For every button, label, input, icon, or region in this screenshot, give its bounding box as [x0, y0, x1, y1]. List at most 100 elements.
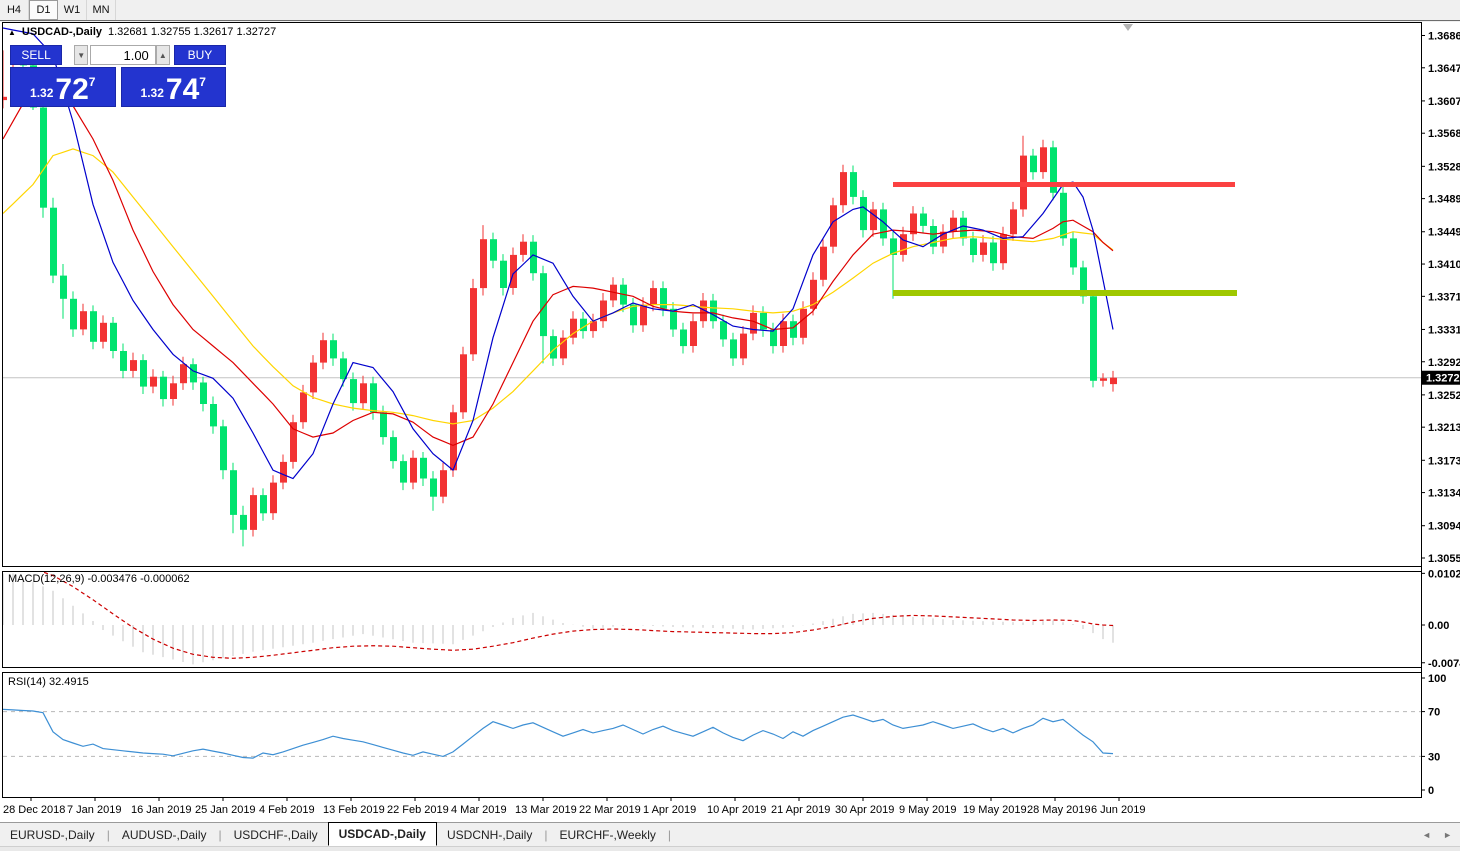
candle-body: [580, 318, 587, 332]
time-axis-label: 9 May 2019: [899, 804, 956, 816]
tab-scroll-left-icon[interactable]: ◄: [1422, 829, 1432, 840]
candle-body: [750, 312, 757, 334]
candle-body: [380, 412, 387, 438]
rsi-line: [3, 708, 1114, 759]
macd-panel[interactable]: [2, 571, 1422, 668]
candle-body: [150, 376, 157, 387]
candle-body: [530, 241, 537, 274]
candle-body: [110, 322, 117, 351]
candle-body: [500, 260, 507, 288]
candle-body: [100, 322, 107, 342]
rsi-indicator-label: RSI(14) 32.4915: [8, 676, 89, 688]
candle-body: [420, 457, 427, 479]
candle-body: [720, 321, 727, 340]
candle-body: [60, 275, 67, 299]
time-axis-label: 22 Mar 2019: [579, 804, 641, 816]
tab-eurusd-daily[interactable]: EURUSD-,Daily: [10, 827, 95, 842]
candle-body: [940, 231, 947, 247]
ma-fast-blue-line: [3, 27, 1114, 480]
chart-ohlc-readout: 1.32681 1.32755 1.32617 1.32727: [108, 26, 277, 38]
macd-indicator-label: MACD(12,26,9) -0.003476 -0.000062: [8, 573, 190, 585]
sell-price-prefix: 1.32: [30, 86, 54, 100]
tab-scrollers: ◄ ►: [1422, 830, 1452, 840]
candle-body: [470, 288, 477, 355]
volume-decrease-icon[interactable]: ▼: [74, 45, 89, 65]
time-axis-label: 28 Dec 2018: [3, 804, 65, 816]
candle-body: [170, 383, 177, 399]
timeframe-button-w1[interactable]: W1: [58, 0, 87, 20]
candle-body: [840, 172, 847, 206]
timeframe-button-mn[interactable]: MN: [87, 0, 116, 20]
candle-body: [590, 321, 597, 332]
candle-body: [120, 351, 127, 371]
sell-quote-button[interactable]: 1.32 72 7: [10, 67, 116, 107]
candle-body: [990, 242, 997, 264]
price-axis-label: 1.31730: [1428, 455, 1460, 467]
candle-body: [300, 392, 307, 423]
macd-axis-label: 0.00: [1428, 620, 1449, 632]
candle-body: [450, 412, 457, 471]
volume-input[interactable]: 1.00: [90, 45, 156, 65]
tab-separator: |: [667, 827, 672, 842]
time-axis-label: 25 Jan 2019: [195, 804, 256, 816]
tab-audusd-daily[interactable]: AUDUSD-,Daily: [121, 827, 207, 842]
time-axis-label: 16 Jan 2019: [131, 804, 192, 816]
buy-quote-button[interactable]: 1.32 74 7: [120, 67, 226, 107]
tab-scroll-right-icon[interactable]: ►: [1443, 829, 1452, 840]
rsi-panel[interactable]: [2, 672, 1422, 798]
candle-body: [930, 226, 937, 247]
collapse-triangle-icon[interactable]: ▲: [8, 27, 16, 37]
timeframe-button-d1[interactable]: D1: [29, 0, 58, 20]
candle-body: [520, 241, 527, 255]
candle-body: [630, 304, 637, 326]
candle-body: [50, 207, 57, 276]
tab-eurchf-weekly[interactable]: EURCHF-,Weekly: [559, 827, 656, 842]
candle-body: [800, 308, 807, 338]
time-axis-label: 19 May 2019: [963, 804, 1027, 816]
candle-body: [710, 300, 717, 322]
candle-body: [860, 197, 867, 231]
price-axis-label: 1.30940: [1428, 521, 1460, 533]
candle-body: [540, 273, 547, 337]
price-axis-label: 1.35680: [1428, 128, 1460, 140]
candle-body: [210, 404, 217, 427]
candle-body: [400, 461, 407, 483]
price-axis-label: 1.32130: [1428, 422, 1460, 434]
price-axis-label: 1.33310: [1428, 324, 1460, 336]
tab-usdcnh-daily[interactable]: USDCNH-,Daily: [446, 827, 533, 842]
candle-body: [310, 362, 317, 393]
time-axis-label: 22 Feb 2019: [387, 804, 449, 816]
candle-body: [890, 238, 897, 255]
sell-button[interactable]: SELL: [10, 45, 63, 65]
tab-usdcad-daily[interactable]: USDCAD-,Daily: [327, 821, 437, 846]
candle-body: [640, 304, 647, 326]
candle-body: [1080, 267, 1087, 297]
candle-body: [550, 336, 557, 359]
candle-body: [250, 495, 257, 530]
timeframe-button-h4[interactable]: H4: [0, 0, 29, 20]
sell-price-pip: 7: [88, 75, 96, 89]
candle-body: [230, 470, 237, 515]
candles-layer: [3, 50, 1117, 547]
tab-separator: |: [106, 827, 110, 842]
candle-body: [570, 318, 577, 338]
volume-increase-icon[interactable]: ▲: [155, 45, 170, 65]
candle-body: [360, 383, 367, 404]
candle-body: [1010, 209, 1017, 235]
candle-body: [130, 360, 137, 371]
chart-shift-triangle-icon[interactable]: [1123, 24, 1133, 31]
price-axis-label: 1.32920: [1428, 357, 1460, 369]
price-chart-canvas[interactable]: 1.36860 1.36470 1.36070 1.35680 1.35280 1.348…: [0, 0, 1460, 822]
candle-body: [270, 482, 277, 514]
candle-body: [740, 333, 747, 359]
time-axis-label: 6 Jun 2019: [1091, 804, 1145, 816]
tab-usdchf-daily[interactable]: USDCHF-,Daily: [233, 827, 318, 842]
candle-body: [670, 308, 677, 330]
buy-button[interactable]: BUY: [173, 45, 227, 65]
tab-separator: |: [544, 827, 548, 842]
candle-body: [290, 422, 297, 462]
macd-signal-line: [41, 572, 1114, 659]
candle-body: [140, 360, 147, 387]
candle-body: [950, 217, 957, 232]
candle-body: [680, 329, 687, 347]
